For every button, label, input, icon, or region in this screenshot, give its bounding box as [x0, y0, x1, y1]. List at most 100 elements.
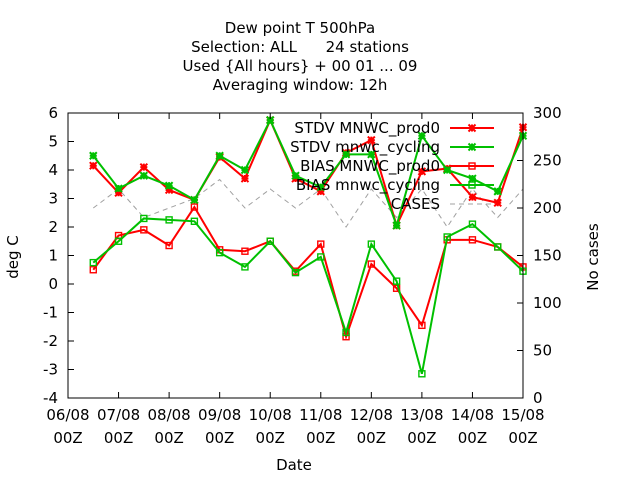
x-tick-label: 14/08 — [451, 406, 494, 424]
data-point — [139, 162, 149, 172]
x-tick-label-time: 00Z — [458, 429, 487, 447]
title-line-3: Used {All hours} + 00 01 ... 09 — [183, 57, 418, 75]
data-point — [417, 167, 427, 176]
y2-axis-label: No cases — [584, 223, 602, 291]
x-tick-label-time: 00Z — [306, 429, 335, 447]
y2-tick-label: 0 — [533, 389, 543, 407]
data-point — [494, 243, 502, 251]
data-point — [442, 165, 452, 175]
data-point — [392, 221, 401, 230]
data-point — [316, 182, 325, 192]
series-2 — [89, 203, 527, 341]
legend-label: CASES — [391, 195, 440, 213]
series-line — [92, 117, 524, 229]
data-point — [240, 165, 250, 175]
y-axis-label: deg C — [4, 235, 22, 279]
chart-title: Dew point T 500hPa Selection: ALL 24 sta… — [183, 19, 418, 94]
x-tick-label-time: 00Z — [407, 429, 436, 447]
y2-tick-label: 200 — [533, 199, 562, 217]
data-point — [140, 214, 148, 223]
data-point — [241, 247, 249, 255]
y2-tick-label: 150 — [533, 247, 562, 265]
y2-tick-label: 250 — [533, 152, 562, 170]
y-tick-label: 2 — [48, 218, 58, 236]
x-tick-label: 13/08 — [400, 406, 443, 424]
x-tick-label-time: 00Z — [256, 429, 285, 447]
y2-tick-label: 50 — [533, 342, 552, 360]
data-point — [468, 236, 477, 244]
data-point — [392, 277, 401, 285]
data-point — [165, 216, 173, 224]
x-tick-label: 12/08 — [350, 406, 393, 424]
series-4 — [92, 178, 524, 228]
data-point — [266, 237, 274, 245]
data-point — [392, 284, 401, 292]
data-point — [190, 195, 199, 205]
title-line-1: Dew point T 500hPa — [225, 19, 375, 37]
data-point — [367, 135, 376, 145]
data-point — [140, 226, 148, 234]
data-point — [367, 240, 376, 248]
legend-marker — [467, 142, 477, 152]
y-tick-label: -2 — [43, 332, 58, 350]
data-point — [317, 240, 325, 248]
y-tick-label: 1 — [48, 247, 58, 265]
data-point — [215, 248, 224, 257]
x-tick-label: 08/08 — [147, 406, 190, 424]
legend-marker — [468, 162, 476, 170]
x-tick-label: 10/08 — [249, 406, 292, 424]
title-line-2: Selection: ALL 24 stations — [191, 38, 409, 56]
series-line — [92, 205, 524, 341]
data-point — [342, 328, 350, 337]
data-point — [114, 188, 123, 198]
data-point — [341, 150, 351, 159]
data-point — [417, 131, 427, 141]
x-tick-label-time: 00Z — [53, 429, 82, 447]
data-point — [418, 321, 426, 330]
data-point — [165, 241, 173, 250]
x-axis-label: Date — [276, 456, 312, 474]
data-point — [468, 192, 477, 202]
data-point — [89, 266, 97, 274]
data-point — [316, 187, 325, 196]
data-point — [468, 220, 477, 228]
data-point — [493, 198, 502, 207]
y-tick-label: 5 — [48, 133, 58, 151]
x-tick-label: 06/08 — [46, 406, 89, 424]
y-tick-label: 3 — [48, 190, 58, 208]
legend-marker — [467, 123, 477, 133]
x-tick-label: 09/08 — [198, 406, 241, 424]
y2-axis: 0 50 100 150 200 250 300 — [517, 104, 562, 407]
data-point — [89, 151, 98, 160]
y2-tick-label: 100 — [533, 294, 562, 312]
x-tick-label-time: 00Z — [357, 429, 386, 447]
data-point — [367, 150, 376, 159]
data-point — [164, 185, 174, 195]
data-point — [164, 181, 174, 190]
data-point — [190, 217, 199, 226]
data-point — [89, 258, 97, 267]
data-point — [367, 260, 376, 268]
y-axis: -4 -3 -2 -1 0 1 2 3 4 5 6 — [43, 104, 74, 407]
data-point — [317, 253, 325, 261]
y-tick-label: -4 — [43, 389, 58, 407]
data-point — [468, 174, 477, 183]
x-tick-label: 15/08 — [501, 406, 544, 424]
series-line — [92, 217, 524, 375]
legend-label: STDV mnwc_cycling — [290, 138, 440, 157]
x-axis: 06/08 00Z 07/08 00Z 08/08 00Z 09/08 00Z 10/08 00Z… — [46, 113, 545, 447]
legend-label: STDV MNWC_prod0 — [294, 119, 440, 138]
data-point — [291, 268, 300, 277]
y2-tick-label: 300 — [533, 104, 562, 122]
data-point — [240, 174, 250, 183]
x-tick-label-time: 00Z — [205, 429, 234, 447]
series-line — [92, 117, 524, 229]
series-line — [92, 178, 524, 228]
x-tick-label-time: 00Z — [508, 429, 537, 447]
x-tick-label-time: 00Z — [154, 429, 183, 447]
x-tick-label-time: 00Z — [104, 429, 133, 447]
y-tick-label: 0 — [48, 275, 58, 293]
data-point — [190, 203, 199, 211]
x-tick-label: 07/08 — [97, 406, 140, 424]
